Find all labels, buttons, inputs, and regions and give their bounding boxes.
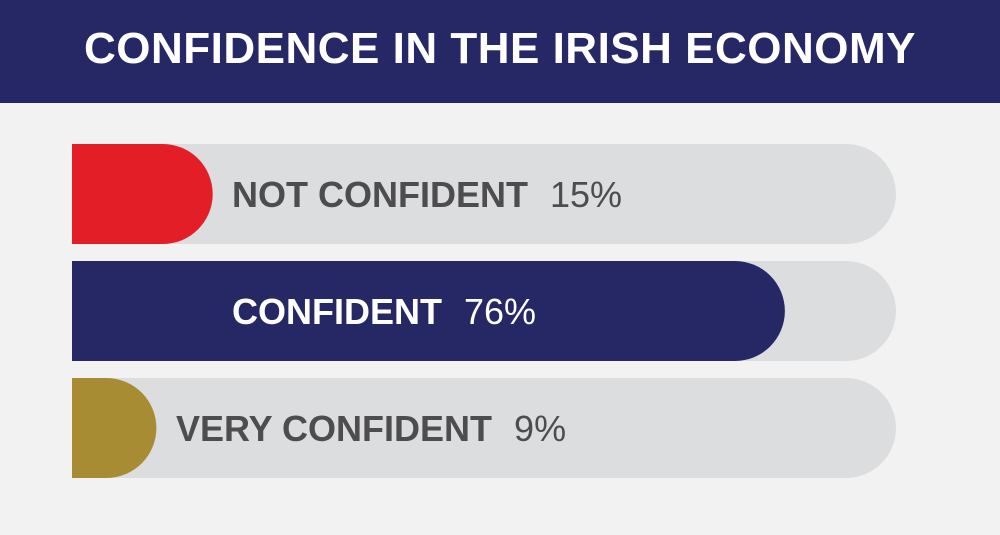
bar-value-label: 15% — [550, 174, 622, 215]
bar-track — [72, 378, 896, 478]
bar-value-label: 76% — [464, 291, 536, 332]
bar — [72, 378, 157, 478]
bar-category-label: CONFIDENT — [232, 291, 442, 332]
chart-title: CONFIDENCE IN THE IRISH ECONOMY — [84, 23, 916, 73]
bar-category-label: VERY CONFIDENT — [176, 408, 492, 449]
bar-track — [72, 144, 896, 244]
bar-category-label: NOT CONFIDENT — [232, 174, 528, 215]
bar — [72, 261, 785, 361]
bar — [72, 144, 213, 244]
bar-group: NOT CONFIDENT 15% — [72, 144, 896, 244]
title-banner: CONFIDENCE IN THE IRISH ECONOMY — [0, 0, 1000, 103]
bar-value-label: 9% — [514, 408, 566, 449]
bar-group: VERY CONFIDENT 9% — [72, 378, 896, 478]
bar-group: CONFIDENT 76% — [72, 261, 896, 361]
